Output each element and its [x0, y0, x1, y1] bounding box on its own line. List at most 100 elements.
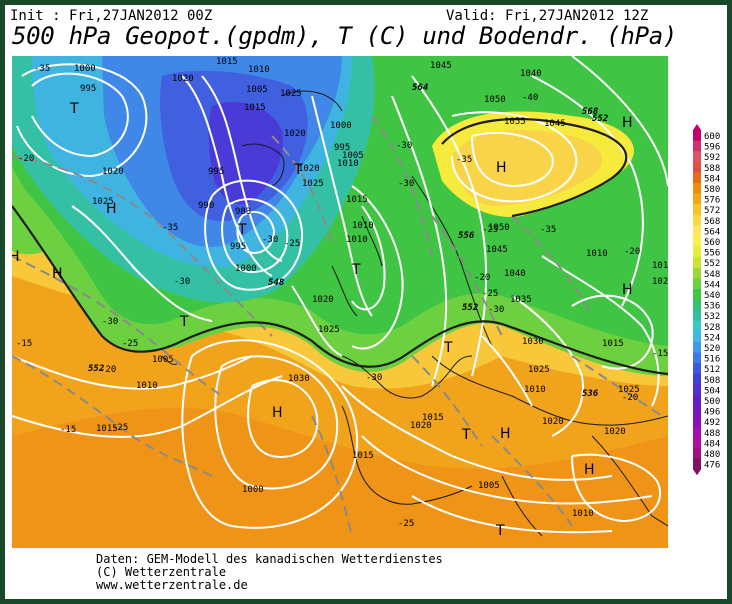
legend-level-label: 480 [704, 450, 720, 460]
isobar-label: 1045 [430, 61, 452, 71]
temperature-label: -30 [396, 141, 412, 151]
footer-copyright: (C) Wetterzentrale [96, 565, 227, 579]
isobar-label: 1015 [216, 57, 238, 67]
legend-level-label: 476 [704, 461, 720, 471]
isobar-label: 1000 [242, 485, 264, 495]
legend-swatch [693, 289, 701, 300]
legend-swatch [693, 246, 701, 258]
legend-swatch [693, 130, 701, 141]
temperature-label: -30 [488, 305, 504, 315]
height-contours [12, 117, 668, 376]
isobar-label: 1010 [572, 509, 594, 519]
legend-swatch [693, 320, 701, 332]
isobar-label: 1015 [244, 103, 266, 113]
scand-high-inner [452, 130, 603, 206]
isobar-label: 1020 [652, 277, 668, 287]
temperature-label: -25 [398, 519, 414, 529]
temperature-label: -20 [624, 247, 640, 257]
isobar-label: 1015 [346, 195, 368, 205]
temperature-label: -35 [162, 223, 178, 233]
legend-level-label: 488 [704, 429, 720, 439]
high-pressure-marker: H [272, 405, 283, 421]
legend-swatch [693, 405, 701, 417]
isobar-label: 1050 [488, 223, 510, 233]
low-pressure-marker: T [461, 427, 471, 443]
isobars [12, 56, 668, 534]
legend-swatch [693, 331, 701, 343]
legend-level-label: 548 [704, 270, 720, 280]
temperature-label: -30 [102, 317, 118, 327]
init-time: Init : Fri,27JAN2012 00Z [10, 8, 213, 24]
isobar-label: 1020 [284, 129, 306, 139]
isobar-label: 1025 [618, 385, 640, 395]
isobar-label: 1010 [352, 221, 374, 231]
temperature-label: -30 [366, 373, 382, 383]
temperature-label: -15 [16, 339, 32, 349]
height-contour-label: 552 [592, 114, 608, 124]
isobar-label: 1000 [235, 264, 257, 274]
isobar-label: 1045 [486, 245, 508, 255]
isobar-label: 1045 [544, 119, 566, 129]
temperature-lines [12, 115, 663, 537]
legend-swatch [693, 458, 701, 470]
low-pressure-marker: T [351, 262, 361, 278]
legend-level-label: 544 [704, 280, 720, 290]
legend-level-label: 600 [704, 132, 720, 142]
isobar-label: 1005 [152, 355, 174, 365]
temperature-label: -15 [60, 425, 76, 435]
isobar-label: 1020 [542, 417, 564, 427]
isobar-label: 995 [208, 167, 224, 177]
low-pressure-marker: T [237, 222, 247, 238]
temperature-label: -35 [456, 155, 472, 165]
isobar-label: 1015 [652, 261, 668, 271]
legend-swatch [693, 204, 701, 216]
temperature-label: -25 [482, 289, 498, 299]
legend-level-label: 552 [704, 259, 720, 269]
low-pressure-marker: T [443, 340, 453, 356]
isobar-label: 995 [80, 84, 96, 94]
legend-level-label: 568 [704, 217, 720, 227]
legend-level-label: 596 [704, 143, 720, 153]
isobar-label: 1040 [520, 69, 542, 79]
legend-level-label: 516 [704, 355, 720, 365]
isobar-label: 995 [230, 242, 246, 252]
high-pressure-marker: H [622, 282, 633, 298]
legend-level-label: 540 [704, 291, 720, 301]
isobar-label: 1015 [352, 451, 374, 461]
temperature-label: -20 [18, 154, 34, 164]
legend-level-label: 532 [704, 312, 720, 322]
footer-data-source: Daten: GEM-Modell des kanadischen Wetter… [96, 552, 443, 566]
height-contour-label: 552 [88, 364, 104, 374]
height-label-layer: 552 556 552 548 536 552 564 568 [88, 83, 608, 399]
chart-title: 500 hPa Geopot.(gpdm), T (C) und Bodendr… [12, 22, 678, 50]
isobar-label: 1015 [96, 424, 118, 434]
high-pressure-marker: H [52, 266, 63, 282]
legend-level-label: 580 [704, 185, 720, 195]
legend-swatch [693, 299, 701, 311]
height-contour-label: 564 [412, 83, 428, 93]
isobar-label: 1010 [346, 235, 368, 245]
legend-level-label: 504 [704, 386, 720, 396]
isobar-label: 1010 [586, 249, 608, 259]
isobar-label: 1015 [422, 413, 444, 423]
temperature-label: -25 [112, 423, 128, 433]
low-pressure-marker: T [69, 101, 79, 117]
legend-swatch [693, 161, 701, 173]
legend-level-label: 500 [704, 397, 720, 407]
legend-swatch [693, 140, 701, 152]
weather-map: 1000 995 1020 1015 1010 1005 1025 1020 1015 1000 9… [12, 56, 668, 548]
isobar-label: 1020 [102, 167, 124, 177]
isobar-label: 1030 [522, 337, 544, 347]
legend-swatch [693, 416, 701, 428]
high-pressure-marker: H [496, 160, 507, 176]
isobar-label: 1055 [504, 117, 526, 127]
temperature-label: -30 [262, 235, 278, 245]
isobar-label: 1010 [248, 65, 270, 75]
isobar-label: 1005 [246, 85, 268, 95]
height-contour-label: 552 [462, 303, 478, 313]
isobar-label: 1025 [92, 197, 114, 207]
low-pressure-marker: T [179, 314, 189, 330]
legend-swatch [693, 395, 701, 406]
temp-label-layer: -35-20-35-30-25-20-30-30 -25-15-40-35-30-… [16, 64, 668, 529]
legend-swatch [693, 151, 701, 163]
